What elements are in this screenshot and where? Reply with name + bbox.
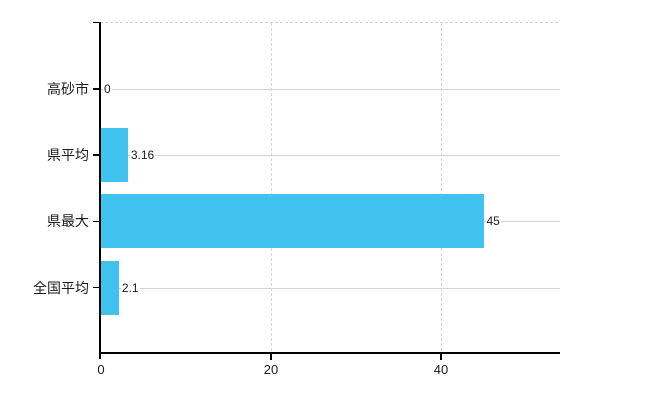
value-label: 45 [485, 214, 501, 229]
vertical-gridline [440, 23, 442, 353]
vertical-gridline [270, 23, 272, 353]
category-label: 高砂市 [47, 81, 89, 97]
category-label: 県平均 [47, 147, 89, 164]
bar [101, 128, 128, 183]
y-axis-line [98, 21, 101, 359]
bar [101, 260, 119, 315]
y-axis-top-tick [93, 21, 99, 23]
category-tick-mark [93, 220, 100, 223]
x-tick-mark [270, 354, 272, 360]
x-axis-tick-label: 40 [433, 362, 449, 377]
value-label: 3.16 [129, 148, 156, 163]
row-gridline [101, 89, 560, 90]
value-label: 0 [103, 82, 112, 96]
category-tick-mark [93, 286, 100, 289]
row-gridline [101, 155, 560, 157]
plot-top-border [100, 22, 560, 23]
x-axis-tick-label: 20 [263, 362, 279, 377]
category-tick-mark [93, 154, 100, 156]
x-axis-tick-label: 0 [97, 362, 105, 377]
value-label: 2.1 [120, 280, 140, 295]
x-axis-line [98, 352, 560, 354]
bar [101, 194, 484, 249]
category-label: 県最大 [47, 213, 89, 230]
row-gridline [101, 287, 560, 289]
x-tick-mark [440, 354, 442, 360]
category-tick-mark [93, 88, 100, 90]
category-label: 全国平均 [33, 279, 89, 296]
